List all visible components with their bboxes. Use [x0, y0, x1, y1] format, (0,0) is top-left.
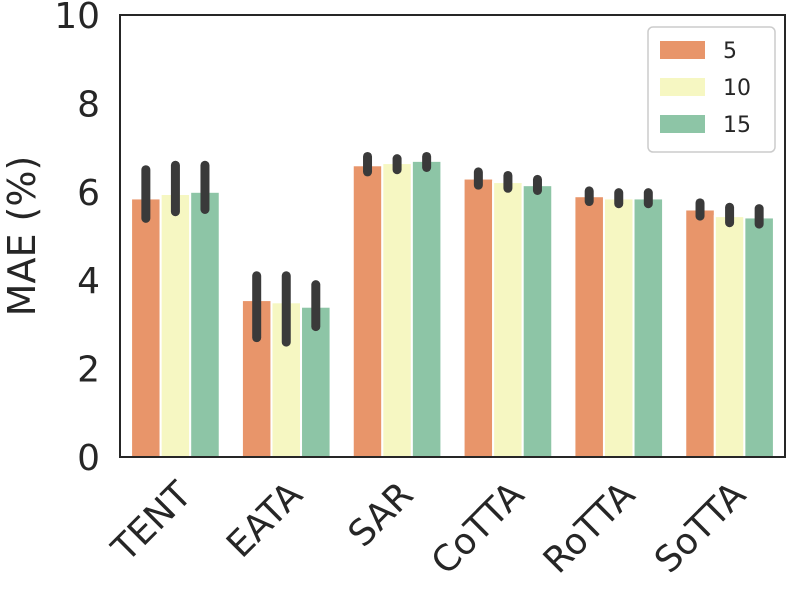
bar-sotta-5 [684, 208, 716, 458]
y-axis-ticks: 0 2 4 6 8 10 [54, 0, 100, 479]
plot-frame [119, 14, 786, 458]
x-tick-label-sar: SAR [341, 474, 422, 555]
legend-label-5: 5 [723, 39, 737, 64]
legend-swatch-10 [660, 78, 705, 96]
bar-tent-5 [130, 197, 162, 458]
bar-cotta-15 [521, 184, 554, 458]
x-tick-label-tent: TENT [104, 474, 201, 571]
bar-rotta-5 [573, 195, 605, 458]
y-tick-label: 10 [54, 0, 100, 37]
y-axis-label: MAE (%) [0, 156, 44, 317]
error-bars-group [141, 151, 764, 347]
x-tick-label-eata: EATA [219, 474, 311, 566]
x-tick-label-rotta: RoTTA [536, 474, 643, 581]
bar-sar-10 [381, 162, 413, 458]
bar-tent-10 [159, 193, 192, 458]
bar-sar-5 [351, 164, 384, 458]
x-tick-label-sotta: SoTTA [647, 474, 754, 581]
legend-label-10: 10 [723, 76, 751, 101]
legend: 5 10 15 [647, 26, 776, 153]
x-tick-label-cotta: CoTTA [424, 474, 533, 583]
legend-swatch-5 [660, 41, 705, 59]
y-tick-label: 4 [77, 261, 100, 302]
x-axis-ticks: TENT EATA SAR CoTTA RoTTA SoTTA [104, 474, 754, 583]
legend-swatch-15 [660, 115, 705, 133]
bar-cotta-5 [462, 177, 495, 458]
y-tick-label: 8 [77, 84, 100, 125]
bar-rotta-15 [632, 197, 665, 458]
bars-group [130, 159, 775, 459]
y-tick-label: 2 [77, 350, 100, 391]
bar-sotta-15 [743, 216, 775, 458]
y-tick-label: 6 [77, 173, 100, 214]
bar-cotta-10 [492, 181, 524, 459]
legend-label-15: 15 [723, 113, 751, 138]
bar-rotta-10 [602, 197, 635, 458]
bar-sotta-10 [713, 215, 746, 458]
bar-tent-15 [189, 190, 221, 459]
y-tick-label: 0 [77, 438, 100, 479]
bar-sar-15 [410, 159, 443, 459]
